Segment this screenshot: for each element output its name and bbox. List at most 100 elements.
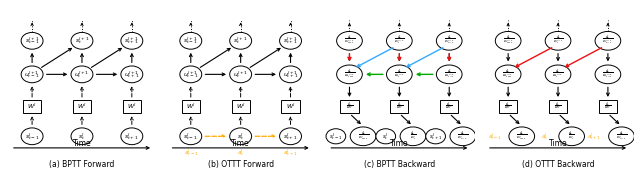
Ellipse shape (180, 32, 202, 49)
Ellipse shape (21, 128, 43, 145)
FancyBboxPatch shape (499, 100, 517, 113)
Ellipse shape (595, 65, 621, 84)
Ellipse shape (180, 128, 202, 145)
Text: $s_{t+1}^{l+1}$: $s_{t+1}^{l+1}$ (283, 35, 298, 46)
Ellipse shape (559, 127, 584, 146)
Text: $s_{t}^l$: $s_{t}^l$ (79, 131, 86, 142)
FancyBboxPatch shape (23, 100, 41, 113)
Text: $s_{t}^l$: $s_{t}^l$ (237, 131, 244, 142)
FancyBboxPatch shape (390, 100, 408, 113)
Ellipse shape (509, 127, 534, 146)
Text: $\frac{\partial L}{\partial s_{t}^l}$: $\frac{\partial L}{\partial s_{t}^l}$ (410, 130, 416, 143)
Ellipse shape (387, 31, 412, 50)
Text: $a_{t}^l$: $a_{t}^l$ (541, 131, 548, 142)
Ellipse shape (71, 66, 93, 83)
Text: $\frac{\partial L}{\partial s_{t-1}^l}$: $\frac{\partial L}{\partial s_{t-1}^l}$ (358, 130, 369, 143)
Ellipse shape (121, 32, 143, 49)
FancyBboxPatch shape (599, 100, 617, 113)
Ellipse shape (180, 66, 202, 83)
Ellipse shape (436, 31, 462, 50)
Ellipse shape (230, 66, 252, 83)
Text: $a_{t-1}^l$: $a_{t-1}^l$ (488, 131, 501, 142)
Text: $\frac{\partial L}{\partial u_{t+1}^{l+1}}$: $\frac{\partial L}{\partial u_{t+1}^{l+1… (602, 68, 614, 81)
Ellipse shape (71, 32, 93, 49)
FancyBboxPatch shape (232, 100, 250, 113)
Text: $\frac{\partial L}{\partial u_{t}^{l+1}}$: $\frac{\partial L}{\partial u_{t}^{l+1}}… (394, 68, 405, 81)
Text: $\frac{\partial L}{\partial s_{t+1}^{l+1}}$: $\frac{\partial L}{\partial s_{t+1}^{l+1… (602, 34, 613, 47)
Ellipse shape (400, 127, 426, 146)
Ellipse shape (436, 65, 462, 84)
Text: $a_{t-1}^l$: $a_{t-1}^l$ (184, 148, 198, 159)
Text: $s_{t+1}^l$: $s_{t+1}^l$ (429, 131, 442, 142)
Text: (a) BPTT Forward: (a) BPTT Forward (49, 160, 115, 169)
Ellipse shape (337, 65, 362, 84)
Text: $\frac{\partial L}{\partial s_{t+1}^{l+1}}$: $\frac{\partial L}{\partial s_{t+1}^{l+1… (444, 34, 455, 47)
Ellipse shape (280, 32, 301, 49)
Text: $W^l$: $W^l$ (285, 102, 296, 111)
Text: $u_{t-1}^{l+1}$: $u_{t-1}^{l+1}$ (24, 69, 40, 80)
Text: Time: Time (390, 139, 409, 148)
FancyBboxPatch shape (123, 100, 141, 113)
Ellipse shape (495, 65, 521, 84)
Text: $s_{t-1}^{l+1}$: $s_{t-1}^{l+1}$ (184, 35, 198, 46)
Ellipse shape (280, 128, 301, 145)
Ellipse shape (230, 128, 252, 145)
Text: $\frac{\partial L}{\partial s_{t}^{l+1}}$: $\frac{\partial L}{\partial s_{t}^{l+1}}… (552, 34, 563, 47)
Text: $s_{t-1}^l$: $s_{t-1}^l$ (184, 131, 198, 142)
Ellipse shape (21, 32, 43, 49)
FancyBboxPatch shape (182, 100, 200, 113)
Text: $s_{t-1}^{l+1}$: $s_{t-1}^{l+1}$ (25, 35, 40, 46)
FancyBboxPatch shape (282, 100, 300, 113)
Text: $\frac{\partial L}{\partial s_{t-1}^{l+1}}$: $\frac{\partial L}{\partial s_{t-1}^{l+1… (344, 34, 355, 47)
Text: $a_{t}^l$: $a_{t}^l$ (237, 148, 244, 159)
Text: $\frac{\partial L}{\partial s_{t}^{l+1}}$: $\frac{\partial L}{\partial s_{t}^{l+1}}… (394, 34, 405, 47)
Ellipse shape (121, 66, 143, 83)
Text: Time: Time (73, 139, 92, 148)
Ellipse shape (426, 129, 445, 144)
Text: $s_{t+1}^l$: $s_{t+1}^l$ (125, 131, 139, 142)
Ellipse shape (230, 32, 252, 49)
Ellipse shape (71, 128, 93, 145)
Text: $s_{t}^l$: $s_{t}^l$ (383, 131, 389, 142)
Text: $u_{t}^{l+1}$: $u_{t}^{l+1}$ (233, 69, 248, 80)
Ellipse shape (337, 31, 362, 50)
Ellipse shape (609, 127, 634, 146)
Text: $\frac{\partial L}{\partial u_{t-1}^{l+1}}$: $\frac{\partial L}{\partial u_{t-1}^{l+1… (344, 68, 355, 81)
Text: (c) BPTT Backward: (c) BPTT Backward (364, 160, 435, 169)
Text: (d) OTTT Backward: (d) OTTT Backward (522, 160, 595, 169)
Text: $\frac{\partial L}{\partial s_{t-1}^{l+1}}$: $\frac{\partial L}{\partial s_{t-1}^{l+1… (502, 34, 514, 47)
FancyBboxPatch shape (440, 100, 458, 113)
Text: $s_{t+1}^{l+1}$: $s_{t+1}^{l+1}$ (125, 35, 139, 46)
Ellipse shape (545, 65, 571, 84)
Ellipse shape (280, 66, 301, 83)
Text: $W^l$: $W^l$ (186, 102, 196, 111)
Text: $s_{t-1}^l$: $s_{t-1}^l$ (329, 131, 342, 142)
Ellipse shape (545, 31, 571, 50)
Text: $u_{t+1}^{l+1}$: $u_{t+1}^{l+1}$ (283, 69, 298, 80)
Text: $\frac{\partial L}{\partial W^l}$: $\frac{\partial L}{\partial W^l}$ (604, 101, 612, 113)
FancyBboxPatch shape (549, 100, 567, 113)
Text: $W^l$: $W^l$ (127, 102, 137, 111)
Text: $W^l$: $W^l$ (77, 102, 87, 111)
Ellipse shape (350, 127, 376, 146)
Text: $s_{t+1}^l$: $s_{t+1}^l$ (283, 131, 298, 142)
Text: $\frac{\partial L}{\partial u_{t+1}^{l+1}}$: $\frac{\partial L}{\partial u_{t+1}^{l+1… (444, 68, 455, 81)
Ellipse shape (326, 129, 346, 144)
Text: $a_{t+1}^l$: $a_{t+1}^l$ (588, 131, 601, 142)
Text: $u_{t}^{l+1}$: $u_{t}^{l+1}$ (74, 69, 90, 80)
Text: $\frac{\partial L}{\partial W^l}$: $\frac{\partial L}{\partial W^l}$ (504, 101, 512, 113)
Ellipse shape (376, 129, 396, 144)
Ellipse shape (21, 66, 43, 83)
Text: $\frac{\partial L}{\partial u_{t-1}^{l+1}}$: $\frac{\partial L}{\partial u_{t-1}^{l+1… (502, 68, 514, 81)
Ellipse shape (450, 127, 476, 146)
Text: $\frac{\partial L}{\partial W^l}$: $\frac{\partial L}{\partial W^l}$ (554, 101, 562, 113)
Text: $u_{t-1}^{l+1}$: $u_{t-1}^{l+1}$ (183, 69, 198, 80)
Text: Time: Time (231, 139, 250, 148)
Text: $s_{t-1}^l$: $s_{t-1}^l$ (25, 131, 40, 142)
Text: $u_{t+1}^{l+1}$: $u_{t+1}^{l+1}$ (124, 69, 140, 80)
Text: Time: Time (548, 139, 567, 148)
Text: (b) OTTT Forward: (b) OTTT Forward (207, 160, 274, 169)
Text: $\frac{\partial L}{\partial W^l}$: $\frac{\partial L}{\partial W^l}$ (346, 101, 353, 113)
Text: $a_{t+1}^l$: $a_{t+1}^l$ (284, 148, 298, 159)
Ellipse shape (595, 31, 621, 50)
